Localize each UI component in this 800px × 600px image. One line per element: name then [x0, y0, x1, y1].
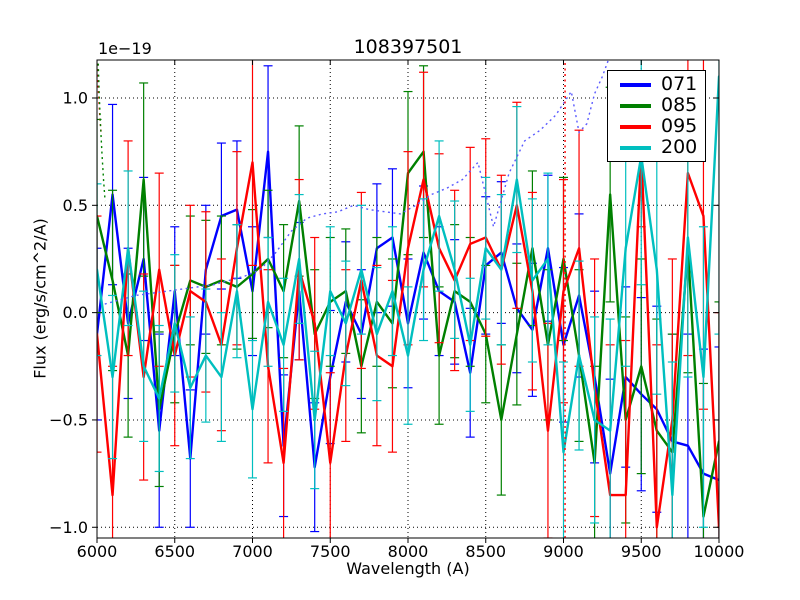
legend-entry-085: 085: [608, 95, 705, 116]
y-axis-offset-text: 1e−19: [98, 39, 152, 58]
y-axis-label: Flux (erg/s/cm^2/A): [30, 218, 50, 379]
dotted-overlay-blue-noise-spectrum: [104, 60, 610, 305]
x-axis-label: Wavelength (A): [346, 559, 470, 578]
legend-label: 071: [661, 73, 698, 95]
legend-line-swatch-200: [620, 145, 651, 150]
y-tick-label: −0.5: [49, 410, 88, 429]
dotted-overlay-green-noise-left-edge: [97, 63, 106, 202]
plot-data: [97, 60, 719, 538]
legend-entry-200: 200: [608, 137, 705, 158]
tick-marks: [92, 60, 720, 543]
legend: 071 085 095 200: [607, 70, 706, 162]
x-tick-label: 7000: [232, 542, 273, 561]
legend-entry-095: 095: [608, 116, 705, 137]
legend-line-swatch-071: [620, 82, 651, 87]
error-bar: [714, 301, 719, 538]
error-bar: [97, 215, 102, 453]
legend-line-swatch-085: [620, 103, 651, 108]
x-tick-label: 9500: [621, 542, 662, 561]
error-bar: [714, 60, 719, 335]
x-tick-label: 6000: [77, 542, 118, 561]
x-tick-label: 8500: [465, 542, 506, 561]
plot-title: 108397501: [353, 36, 463, 58]
dotted-overlay-red-noise-left-edge: [97, 63, 103, 135]
x-tick-label: 8000: [388, 542, 429, 561]
legend-label: 200: [661, 136, 698, 158]
y-tick-label: 0.0: [63, 303, 88, 322]
tick-labels: 6000 6500 7000 7500 8000 8500 9000 9500 10000 1.0…: [49, 88, 744, 561]
x-tick-label: 10000: [694, 542, 745, 561]
x-tick-label: 9000: [543, 542, 584, 561]
y-tick-label: −1.0: [49, 518, 88, 537]
legend-line-swatch-095: [620, 124, 651, 129]
x-tick-label: 7500: [310, 542, 351, 561]
x-tick-label: 6500: [154, 542, 195, 561]
series-line-095: [97, 150, 719, 529]
error-bar: [97, 247, 102, 421]
legend-label: 085: [661, 94, 698, 116]
error-bar: [714, 346, 719, 538]
y-tick-label: 0.5: [63, 196, 88, 215]
legend-entry-071: 071: [608, 74, 705, 95]
y-tick-label: 1.0: [63, 88, 88, 107]
legend-label: 095: [661, 115, 698, 137]
error-bar: [97, 183, 102, 357]
series-line-200: [97, 75, 719, 497]
